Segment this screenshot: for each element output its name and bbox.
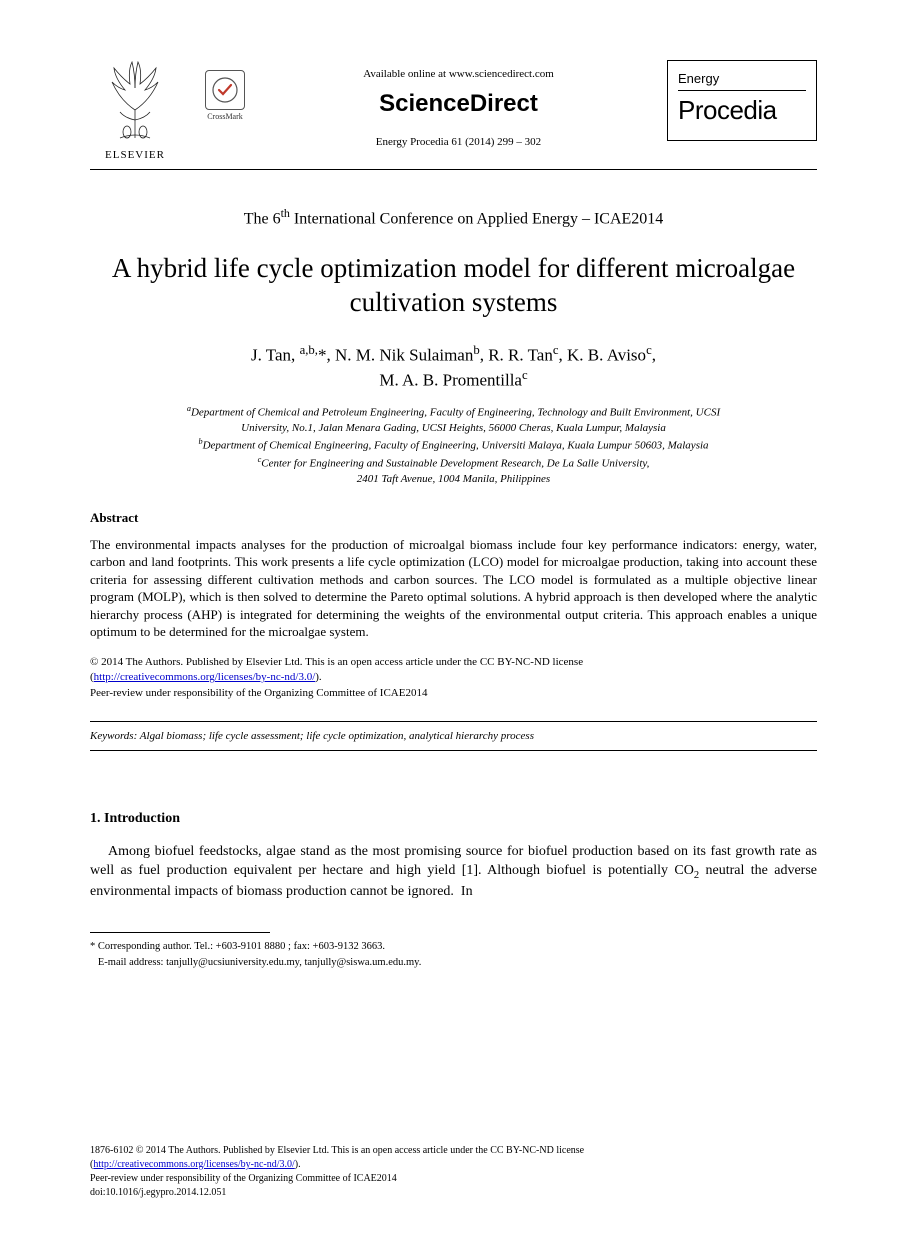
header-rule: [90, 169, 817, 170]
keywords-body: : Algal biomass; life cycle assessment; …: [134, 730, 534, 742]
footer-license-link[interactable]: http://creativecommons.org/licenses/by-n…: [93, 1159, 294, 1170]
abstract-body: The environmental impacts analyses for t…: [90, 536, 817, 641]
citation-text: Energy Procedia 61 (2014) 299 – 302: [250, 136, 667, 148]
copyright-block: © 2014 The Authors. Published by Elsevie…: [90, 655, 817, 701]
keywords-line: Keywords: Algal biomass; life cycle asse…: [90, 730, 817, 742]
journal-name-small: Energy: [678, 71, 806, 86]
footnote-line1: * Corresponding author. Tel.: +603-9101 …: [90, 939, 817, 955]
crossmark-badge[interactable]: CrossMark: [200, 70, 250, 121]
journal-cover-block: Energy Procedia: [667, 60, 817, 141]
footnote-email: E-mail address: tanjully@ucsiuniversity.…: [98, 957, 422, 968]
affiliations-block: aDepartment of Chemical and Petroleum En…: [90, 403, 817, 488]
authors-block: J. Tan, a,b,*, N. M. Nik Sulaimanb, R. R…: [90, 342, 817, 393]
crossmark-icon: [205, 70, 245, 110]
elsevier-logo-block: ELSEVIER: [90, 60, 180, 161]
footnote-line2: E-mail address: tanjully@ucsiuniversity.…: [90, 955, 817, 971]
copyright-line1: © 2014 The Authors. Published by Elsevie…: [90, 656, 583, 668]
footer-doi: doi:10.1016/j.egypro.2014.12.051: [90, 1187, 226, 1198]
conference-line: The 6th International Conference on Appl…: [90, 206, 817, 228]
journal-name-big: Procedia: [678, 95, 806, 126]
copyright-line2: Peer-review under responsibility of the …: [90, 687, 427, 699]
intro-heading: 1. Introduction: [90, 811, 817, 827]
footnote-rule: [90, 932, 270, 933]
affiliation-b: bDepartment of Chemical Engineering, Fac…: [90, 436, 817, 454]
paper-title: A hybrid life cycle optimization model f…: [90, 252, 817, 320]
available-online-text: Available online at www.sciencedirect.co…: [250, 68, 667, 80]
crossmark-label: CrossMark: [200, 112, 250, 121]
keywords-label: Keywords: [90, 730, 134, 742]
abstract-heading: Abstract: [90, 510, 817, 526]
header-center: Available online at www.sciencedirect.co…: [250, 60, 667, 148]
elsevier-tree-icon: [100, 60, 170, 140]
footer-line1: 1876-6102 © 2014 The Authors. Published …: [90, 1145, 584, 1156]
footer-block: 1876-6102 © 2014 The Authors. Published …: [90, 1144, 817, 1200]
footnote-block: * Corresponding author. Tel.: +603-9101 …: [90, 939, 817, 971]
header-row: ELSEVIER CrossMark Available online at w…: [90, 60, 817, 161]
elsevier-label: ELSEVIER: [90, 149, 180, 161]
footer-line2: Peer-review under responsibility of the …: [90, 1173, 397, 1184]
sciencedirect-logo: ScienceDirect: [250, 90, 667, 118]
affiliation-c2: 2401 Taft Avenue, 1004 Manila, Philippin…: [90, 472, 817, 487]
keywords-rule-bottom: [90, 750, 817, 751]
keywords-rule-top: [90, 721, 817, 722]
affiliation-a: aDepartment of Chemical and Petroleum En…: [90, 403, 817, 436]
license-link[interactable]: http://creativecommons.org/licenses/by-n…: [94, 671, 316, 683]
intro-paragraph: Among biofuel feedstocks, algae stand as…: [90, 843, 817, 902]
affiliation-c: cCenter for Engineering and Sustainable …: [90, 454, 817, 472]
journal-divider: [678, 90, 806, 91]
